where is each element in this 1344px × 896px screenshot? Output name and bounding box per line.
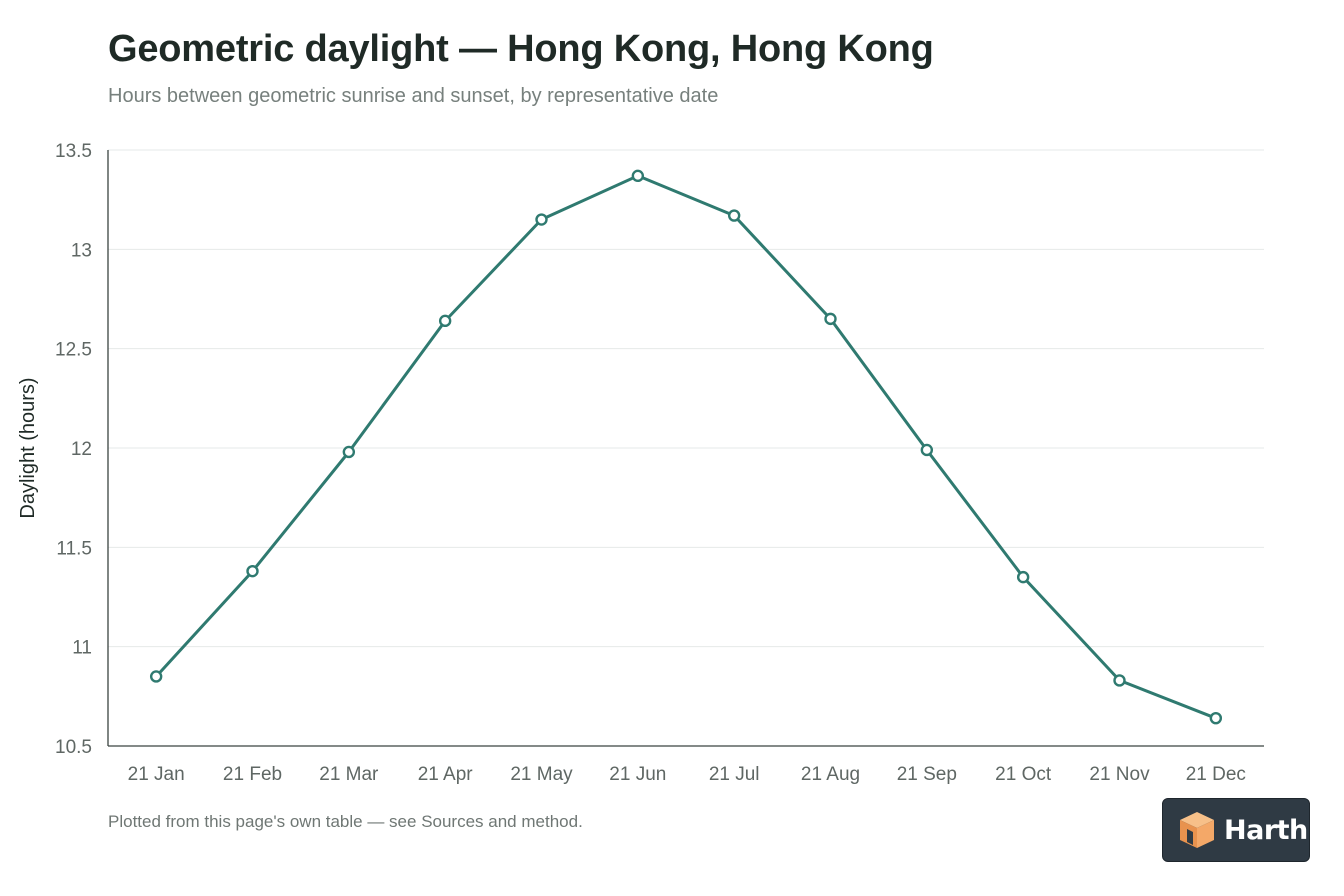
gridlines xyxy=(108,149,1264,648)
x-tick-label: 21 Jan xyxy=(128,764,185,785)
x-tick-label: 21 May xyxy=(510,764,573,785)
x-tick-label: 21 Sep xyxy=(897,764,957,785)
y-axis-label: Daylight (hours) xyxy=(17,377,39,518)
x-tick-labels: 21 Jan 21 Feb 21 Mar 21 Apr 21 May 21 Jun 21 J… xyxy=(128,764,1246,785)
y-tick-label: 13 xyxy=(71,240,92,261)
data-point[interactable] xyxy=(1113,674,1126,687)
y-tick-label: 12.5 xyxy=(55,340,92,361)
y-tick-label: 12 xyxy=(71,439,92,460)
x-tick-label: 21 Mar xyxy=(319,764,379,785)
x-tick-label: 21 Feb xyxy=(223,764,282,785)
x-tick-label: 21 Oct xyxy=(995,764,1052,785)
data-point[interactable] xyxy=(824,312,837,326)
axes xyxy=(107,150,1264,747)
x-tick-label: 21 Dec xyxy=(1186,764,1246,785)
y-tick-label: 10.5 xyxy=(55,737,92,758)
data-point[interactable] xyxy=(342,445,356,459)
data-point[interactable] xyxy=(535,213,548,226)
line-chart: 10.5 11 11.5 12 12.5 13 13.5 21 Jan 21 Feb 21 Ma… xyxy=(17,141,1264,785)
series-line xyxy=(154,174,1218,720)
chart-footnote: Plotted from this page's own table — see… xyxy=(108,812,583,831)
data-point[interactable] xyxy=(438,314,452,328)
data-point[interactable] xyxy=(246,564,259,578)
data-point[interactable] xyxy=(727,209,741,222)
y-tick-label: 11 xyxy=(72,638,92,659)
chart-subtitle: Hours between geometric sunrise and suns… xyxy=(108,85,719,107)
x-tick-label: 21 Nov xyxy=(1089,764,1150,785)
data-point[interactable] xyxy=(1016,570,1030,584)
data-point[interactable] xyxy=(149,670,163,683)
x-tick-label: 21 Jul xyxy=(709,764,760,785)
series-layer xyxy=(149,169,1223,725)
x-tick-label: 21 Aug xyxy=(801,764,860,785)
x-tick-label: 21 Apr xyxy=(418,764,474,785)
brand-badge[interactable]: Harth xyxy=(1162,798,1310,862)
data-point[interactable] xyxy=(631,169,645,183)
y-tick-labels: 10.5 11 11.5 12 12.5 13 13.5 xyxy=(55,141,92,758)
y-tick-label: 11.5 xyxy=(56,538,92,559)
data-point[interactable] xyxy=(920,443,934,457)
data-point[interactable] xyxy=(1209,711,1223,725)
cube-logo-icon xyxy=(1180,812,1214,848)
chart-title: Geometric daylight — Hong Kong, Hong Kon… xyxy=(108,28,934,70)
brand-name: Harth xyxy=(1224,814,1308,846)
y-tick-label: 13.5 xyxy=(55,141,92,162)
x-tick-label: 21 Jun xyxy=(609,764,666,785)
